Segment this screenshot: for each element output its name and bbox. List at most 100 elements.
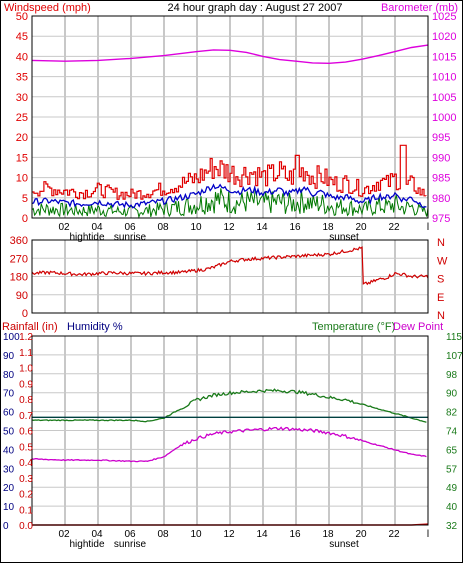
humidity-tick-label: 90 [3,351,15,362]
panel-wind-direction [31,239,429,314]
time-tick-label: 16 [289,529,301,540]
time-tick-label: l [427,529,429,540]
barometer-tick-label: 1015 [432,51,456,63]
windspeed-tick-label: 45 [16,31,28,43]
time-tick-label: 22 [388,222,400,233]
humidity-tick-label: 20 [3,483,15,494]
temperature-tick-label: 82 [446,408,458,419]
time-tick-label: 02 [58,529,70,540]
time-tick-label: 18 [322,222,334,233]
windspeed-tick-label: 50 [16,11,28,23]
temperature-axis-label: Temperature (°F) [312,321,395,333]
humidity-tick-label: 10 [3,502,15,513]
windspeed-tick-label: 40 [16,51,28,63]
rainfall-tick-label: 0.5 [19,442,33,453]
rainfall-tick-label: 0.8 [19,395,33,406]
windspeed-tick-label: 10 [16,173,28,185]
time-tick-label: 14 [256,222,268,233]
time-tick-label: 18 [322,529,334,540]
barometer-tick-label: 975 [432,213,450,225]
barometer-tick-label: 990 [432,152,450,164]
compass-tick-label: N [437,237,445,249]
time-tick-label: 04 [91,222,103,233]
time-tick-label: 12 [223,529,235,540]
time-tick-label: 08 [157,222,169,233]
temperature-tick-label: 98 [446,370,458,381]
temperature-tick-label: 32 [446,521,458,532]
time-tick-label: 14 [256,529,268,540]
time-tick-label: 20 [355,222,367,233]
rainfall-tick-label: 0.7 [19,411,33,422]
temperature-tick-label: 57 [446,464,458,475]
barometer-tick-label: 980 [432,193,450,205]
compass-tick-label: S [437,274,444,286]
rainfall-tick-label: 1.1 [19,348,33,359]
barometer-tick-label: 1000 [432,112,456,124]
time-tick-label: 02 [58,222,70,233]
panel-temp-humidity-rain [31,335,429,526]
windspeed-tick-label: 30 [16,92,28,104]
hightide-label: hightide [69,539,104,550]
temperature-tick-label: 90 [446,389,458,400]
humidity-tick-label: 50 [3,427,15,438]
humidity-axis-label: Humidity % [67,321,123,333]
time-tick-label: 08 [157,529,169,540]
temperature-tick-label: 65 [446,445,458,456]
rainfall-tick-label: 1.2 [19,332,33,343]
temperature-tick-label: 74 [446,427,458,438]
dewpoint-axis-label: Dew Point [393,321,443,333]
windspeed-tick-label: 15 [16,152,28,164]
temperature-tick-label: 107 [446,351,463,362]
direction-tick-label: 270 [10,253,28,265]
rainfall-tick-label: 0.4 [19,458,33,469]
chart-title: 24 hour graph day : August 27 2007 [168,2,343,14]
rainfall-tick-label: 0.1 [19,505,33,516]
humidity-tick-label: 40 [3,445,15,456]
windspeed-tick-label: 5 [22,193,28,205]
barometer-tick-label: 1005 [432,92,456,104]
temperature-tick-label: 49 [446,483,458,494]
barometer-tick-label: 1020 [432,31,456,43]
time-tick-label: 10 [190,529,202,540]
windspeed-tick-label: 25 [16,112,28,124]
wind-direction-line [31,246,429,286]
barometer-line [31,44,429,65]
time-tick-label: 16 [289,222,301,233]
sunrise-label: sunrise [114,232,147,243]
temperature-line [31,388,427,423]
humidity-tick-label: 0 [3,521,9,532]
barometer-tick-label: 985 [432,173,450,185]
time-tick-label: 22 [388,529,400,540]
rainfall-tick-label: 0.2 [19,490,33,501]
direction-tick-label: 0 [22,308,28,320]
wind-average-line [31,183,427,209]
sunset-label: sunset [329,232,359,243]
sunset-label: sunset [329,539,359,550]
compass-tick-label: W [437,255,448,267]
humidity-tick-label: 80 [3,370,15,381]
windspeed-tick-label: 35 [16,72,28,84]
rainfall-tick-label: 0.9 [19,379,33,390]
rainfall-tick-label: 1.0 [19,364,33,375]
time-tick-label: 10 [190,222,202,233]
windspeed-gust-line [32,144,427,200]
compass-tick-label: N [437,310,445,322]
time-tick-label: 04 [91,529,103,540]
compass-tick-label: E [437,292,444,304]
windspeed-tick-label: 0 [22,213,28,225]
rainfall-tick-label: 0.6 [19,427,33,438]
wind-low-line [31,188,429,219]
panel-wind-barometer [31,15,429,219]
direction-tick-label: 180 [10,272,28,284]
rainfall-axis-label: Rainfall (in) [2,321,58,333]
windspeed-tick-label: 20 [16,132,28,144]
time-tick-label: 06 [124,222,136,233]
barometer-tick-label: 995 [432,132,450,144]
time-tick-label: l [427,222,429,233]
time-tick-label: 06 [124,529,136,540]
direction-tick-label: 90 [16,290,28,302]
barometer-tick-label: 1010 [432,72,456,84]
temperature-tick-label: 115 [446,332,462,343]
barometer-axis-label: Barometer (mb) [381,2,458,14]
